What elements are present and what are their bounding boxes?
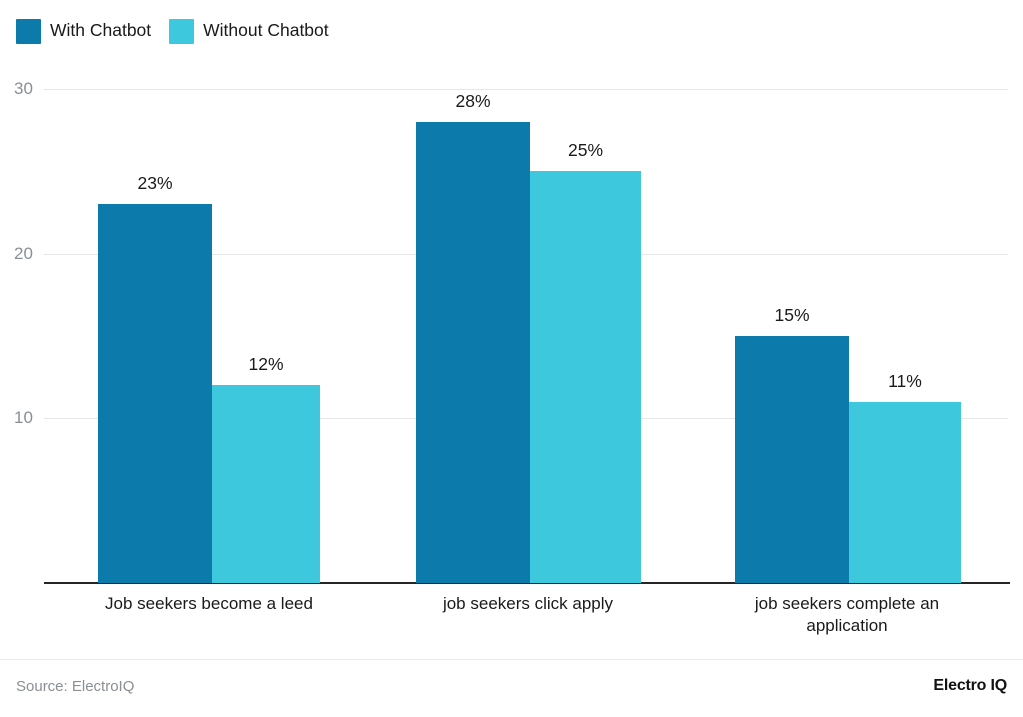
bar-with-chatbot-apply[interactable] xyxy=(416,121,530,583)
y-axis-tick-20: 20 xyxy=(14,243,33,263)
gridline-30 xyxy=(44,89,1008,90)
x-axis-category-label-2: job seekers click apply xyxy=(378,593,678,615)
bar-without-chatbot-apply-value-label: 25% xyxy=(567,140,604,161)
source-label: Source: ElectroIQ xyxy=(16,678,135,695)
legend-swatch-without-chatbot xyxy=(169,18,195,44)
legend-swatch-with-chatbot xyxy=(16,18,41,44)
y-axis-tick-10: 10 xyxy=(14,408,33,428)
bar-without-chatbot-leed-value-label: 12% xyxy=(248,354,284,375)
bar-without-chatbot-apply[interactable] xyxy=(530,171,641,583)
bar-with-chatbot-apply-value-label: 28% xyxy=(455,90,491,111)
category-label-line: job seekers click apply xyxy=(442,594,614,613)
bar-without-chatbot-complete-value-label: 11% xyxy=(888,370,922,391)
bar-with-chatbot-leed-value-label: 23% xyxy=(137,173,173,194)
legend-item-1[interactable]: With Chatbot xyxy=(16,18,152,44)
brand-logo: Electro IQ xyxy=(933,677,1007,694)
legend-item-label: Without Chatbot xyxy=(203,20,329,41)
plot-area: 10 20 30 23% 12% 28% 25% 15% 11% xyxy=(14,79,1010,584)
footer-divider xyxy=(0,659,1023,660)
bar-with-chatbot-complete-value-label: 15% xyxy=(774,305,810,325)
y-axis-tick-30: 30 xyxy=(14,79,33,98)
bar-without-chatbot-leed[interactable] xyxy=(212,385,320,583)
x-axis-baseline xyxy=(44,582,1010,584)
category-label-line: application xyxy=(806,616,888,636)
x-axis-category-label-3: job seekers complete an application xyxy=(717,593,977,638)
chart-legend: With Chatbot Without Chatbot xyxy=(16,18,329,44)
bar-with-chatbot-leed[interactable] xyxy=(98,204,212,583)
legend-item-label: With Chatbot xyxy=(50,20,152,41)
bar-without-chatbot-complete[interactable] xyxy=(849,401,961,583)
legend-item-2[interactable]: Without Chatbot xyxy=(169,18,329,44)
bar-with-chatbot-complete[interactable] xyxy=(735,336,849,583)
category-label-line: Job seekers become a leed xyxy=(105,594,313,613)
category-label-line: job seekers complete an xyxy=(754,594,940,613)
x-axis-category-label-1: Job seekers become a leed xyxy=(59,593,359,615)
